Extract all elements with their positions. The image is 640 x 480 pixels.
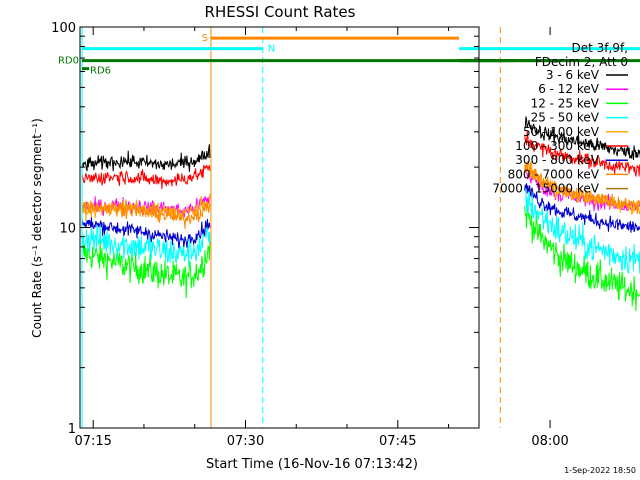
- legend-header-line-2: FDecim 2, Att 0: [535, 55, 628, 69]
- generated-timestamp: 1-Sep-2022 18:50: [564, 466, 636, 475]
- flag-label-rd0: RD0: [58, 56, 79, 67]
- y-tick-label-1: 1: [68, 422, 76, 437]
- legend-entry-5: 50 - 100 keV: [523, 125, 600, 139]
- plot-series: [81, 116, 640, 312]
- x-tick-label-4: 08:00: [531, 434, 568, 449]
- series-line-8-seg-1: [81, 200, 211, 230]
- legend-header-line-1: Det 3f,9f,: [572, 41, 629, 55]
- axes: 07:1507:3007:4508:0008:1508:3008:4511010…: [51, 21, 569, 449]
- series-line-3-seg-1: [81, 239, 211, 299]
- legend-entry-4: 25 - 50 keV: [531, 111, 600, 125]
- series-line-7-seg-1: [81, 217, 211, 249]
- legend-entry-2: 6 - 12 keV: [538, 82, 600, 96]
- legend-entry-3: 12 - 25 keV: [531, 96, 600, 110]
- series-line-4-seg-1: [81, 222, 211, 268]
- flag-label-rd6: RD6: [90, 66, 111, 77]
- x-tick-label-1: 07:15: [74, 434, 111, 449]
- flag-label-s: S: [202, 33, 208, 44]
- vertical-markers: [81, 27, 501, 428]
- series-line-8-seg-2: [524, 160, 640, 214]
- series-line-2-seg-1: [81, 194, 211, 218]
- legend-entry-9: 7000 - 15000 keV: [492, 182, 599, 196]
- legend-entry-1: 3 - 6 keV: [546, 68, 600, 82]
- series-line-6-seg-2: [524, 130, 640, 178]
- x-tick-label-3: 07:45: [379, 434, 416, 449]
- chart-title: RHESSI Count Rates: [205, 3, 356, 21]
- series-line-1-seg-1: [81, 144, 211, 172]
- flag-label-n: N: [268, 44, 275, 55]
- series-line-7-seg-2: [524, 183, 640, 233]
- x-axis-label: Start Time (16-Nov-16 07:13:42): [206, 457, 418, 472]
- legend-entry-6: 100 - 300 keV: [515, 139, 599, 153]
- x-tick-label-2: 07:30: [227, 434, 264, 449]
- legend-entry-8: 800 - 7000 keV: [508, 167, 600, 181]
- series-line-4-seg-2: [524, 185, 640, 274]
- series-line-6-seg-1: [81, 164, 211, 190]
- legend-entry-7: 300 - 800 keV: [515, 153, 599, 167]
- series-line-3-seg-2: [524, 202, 640, 312]
- y-axis-label: Count Rate (s⁻¹ detector segment⁻¹): [30, 118, 44, 338]
- flag-bars: S N RD0 RD6: [58, 33, 640, 77]
- y-tick-label-3: 100: [51, 21, 76, 36]
- y-tick-label-2: 10: [59, 222, 76, 237]
- series-line-1-seg-2: [524, 116, 640, 161]
